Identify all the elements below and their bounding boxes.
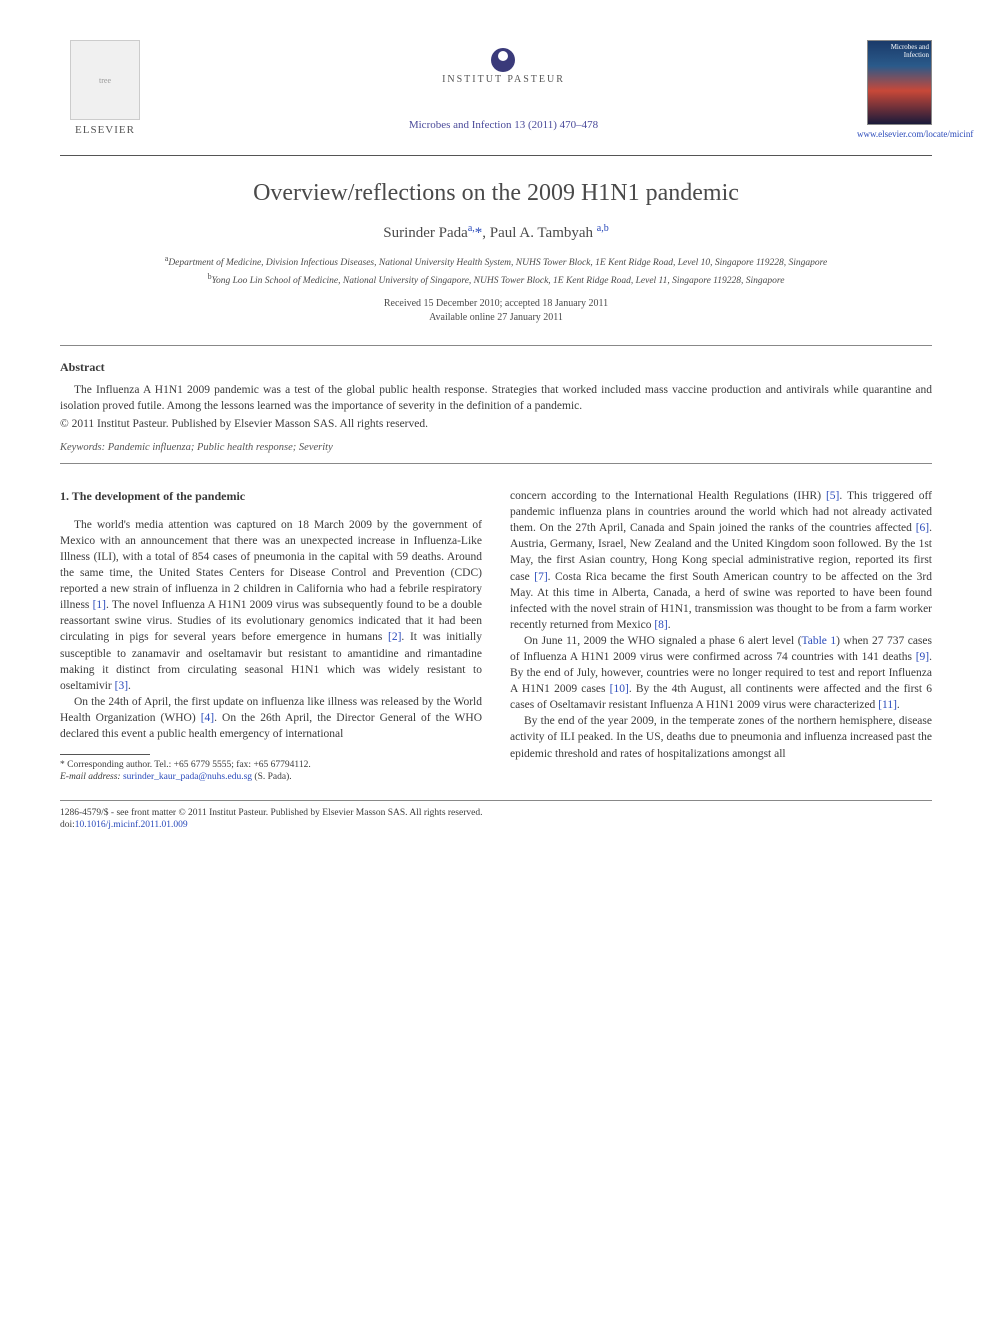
corr-email-line: E-mail address: surinder_kaur_pada@nuhs.… [60,771,482,783]
ref-3[interactable]: [3] [115,680,128,692]
elsevier-label: ELSEVIER [60,124,150,136]
ref-5[interactable]: [5] [826,490,839,502]
affiliation-b: bYong Loo Lin School of Medicine, Nation… [60,272,932,288]
ref-11[interactable]: [11] [878,699,897,711]
corresponding-footnote: * Corresponding author. Tel.: +65 6779 5… [60,759,482,784]
pasteur-icon [491,48,515,72]
doi-label: doi: [60,820,75,830]
cover-thumbnail: Microbes and Infection www.elsevier.com/… [857,40,932,139]
abstract-copyright: © 2011 Institut Pasteur. Published by El… [60,418,932,430]
date-received: Received 15 December 2010; accepted 18 J… [60,297,932,311]
cover-image: Microbes and Infection [867,40,932,125]
publication-dates: Received 15 December 2010; accepted 18 J… [60,297,932,325]
pasteur-label: INSTITUT PASTEUR [442,74,565,85]
elsevier-logo: tree ELSEVIER [60,40,150,136]
footnote-rule [60,754,150,755]
ref-9[interactable]: [9] [916,651,929,663]
body-columns: 1. The development of the pandemic The w… [60,488,932,784]
ref-10[interactable]: [10] [610,683,629,695]
rule-footer [60,800,932,801]
abstract-heading: Abstract [60,360,932,375]
abstract-text: The Influenza A H1N1 2009 pandemic was a… [60,383,932,414]
keywords-label: Keywords: [60,442,105,453]
journal-reference: Microbes and Infection 13 (2011) 470–478 [150,119,857,131]
date-available: Available online 27 January 2011 [60,311,932,325]
corr-email-suffix: (S. Pada). [252,772,292,782]
rule-top [60,155,932,156]
doi-link[interactable]: 10.1016/j.micinf.2011.01.009 [75,820,188,830]
keywords: Keywords: Pandemic influenza; Public hea… [60,442,932,453]
locate-link[interactable]: www.elsevier.com/locate/micinf [857,129,932,139]
author-2: , Paul A. Tambyah [482,225,593,241]
article-title: Overview/reflections on the 2009 H1N1 pa… [60,180,932,207]
pasteur-logo: INSTITUT PASTEUR [442,48,565,85]
rule-before-abstract [60,345,932,346]
author-1-affil: a, [468,223,475,234]
authors: Surinder Padaa,*, Paul A. Tambyah a,b [60,223,932,242]
ref-8[interactable]: [8] [654,619,667,631]
corr-email[interactable]: surinder_kaur_pada@nuhs.edu.sg [123,772,252,782]
section-1-heading: 1. The development of the pandemic [60,488,482,505]
elsevier-tree-icon: tree [70,40,140,120]
front-matter-line: 1286-4579/$ - see front matter © 2011 In… [60,807,932,819]
footer-block: 1286-4579/$ - see front matter © 2011 In… [60,807,932,832]
ref-1[interactable]: [1] [93,599,106,611]
ref-7[interactable]: [7] [534,571,547,583]
affil-a-text: Department of Medicine, Division Infecti… [168,258,827,268]
para-4: On June 11, 2009 the WHO signaled a phas… [510,633,932,713]
para-5: By the end of the year 2009, in the temp… [510,713,932,761]
center-header: INSTITUT PASTEUR Microbes and Infection … [150,40,857,131]
column-right: concern according to the International H… [510,488,932,784]
email-label: E-mail address: [60,772,121,782]
keywords-text: Pandemic influenza; Public health respon… [105,442,333,453]
corr-author-line: * Corresponding author. Tel.: +65 6779 5… [60,759,482,771]
affil-b-text: Yong Loo Lin School of Medicine, Nationa… [212,276,785,286]
ref-2[interactable]: [2] [388,631,401,643]
author-2-affil: a,b [597,223,609,234]
author-1: Surinder Pada [383,225,468,241]
ref-6[interactable]: [6] [916,522,929,534]
ref-4[interactable]: [4] [201,712,214,724]
para-1: The world's media attention was captured… [60,517,482,694]
doi-line: doi:10.1016/j.micinf.2011.01.009 [60,819,932,831]
para-3: concern according to the International H… [510,488,932,633]
para-2: On the 24th of April, the first update o… [60,694,482,742]
table-1-ref[interactable]: Table 1 [802,635,837,647]
header-row: tree ELSEVIER INSTITUT PASTEUR Microbes … [60,40,932,139]
column-left: 1. The development of the pandemic The w… [60,488,482,784]
rule-after-keywords [60,463,932,464]
affiliation-a: aDepartment of Medicine, Division Infect… [60,254,932,270]
